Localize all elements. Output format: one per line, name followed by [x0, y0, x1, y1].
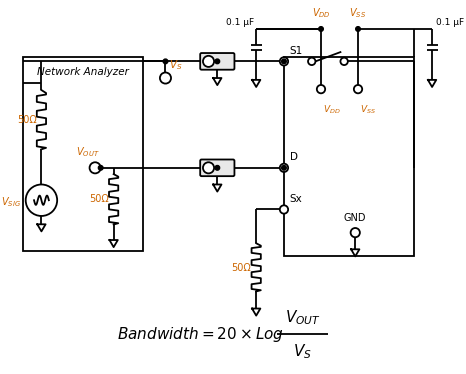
Text: S1: S1 — [289, 46, 303, 56]
Circle shape — [160, 73, 171, 83]
Circle shape — [215, 166, 219, 170]
Text: 50Ω: 50Ω — [17, 115, 36, 125]
Circle shape — [26, 184, 57, 216]
Circle shape — [280, 205, 288, 214]
Circle shape — [317, 85, 325, 93]
Bar — [284, 57, 413, 256]
Text: $V_{DD}$: $V_{DD}$ — [323, 103, 341, 116]
Circle shape — [308, 58, 315, 65]
Circle shape — [319, 27, 323, 31]
Circle shape — [281, 166, 286, 170]
Text: 50Ω: 50Ω — [232, 263, 251, 273]
Circle shape — [163, 59, 168, 64]
Text: GND: GND — [344, 214, 366, 223]
Bar — [23, 57, 143, 251]
Text: $V_S$: $V_S$ — [169, 59, 183, 73]
Circle shape — [98, 166, 103, 170]
Circle shape — [281, 59, 286, 64]
Text: 0.1 µF: 0.1 µF — [226, 18, 254, 27]
Circle shape — [280, 164, 288, 172]
Circle shape — [356, 27, 360, 31]
Circle shape — [350, 228, 360, 237]
Circle shape — [203, 56, 214, 67]
Text: Sx: Sx — [289, 194, 302, 204]
Text: D: D — [289, 152, 297, 162]
Circle shape — [354, 85, 362, 93]
FancyBboxPatch shape — [200, 159, 234, 176]
Circle shape — [341, 58, 348, 65]
Text: 0.1 µF: 0.1 µF — [436, 18, 464, 27]
Text: $\mathit{V_S}$: $\mathit{V_S}$ — [293, 342, 312, 361]
Circle shape — [203, 162, 214, 174]
Text: $V_{OUT}$: $V_{OUT}$ — [76, 145, 100, 159]
Circle shape — [280, 57, 288, 65]
Circle shape — [215, 59, 219, 64]
Text: 50Ω: 50Ω — [89, 194, 109, 204]
Text: $\mathit{Bandwidth} = 20 \times \mathit{Log}$: $\mathit{Bandwidth} = 20 \times \mathit{… — [117, 325, 284, 344]
Text: $V_{DD}$: $V_{DD}$ — [312, 6, 330, 20]
Text: Network Analyzer: Network Analyzer — [37, 67, 129, 77]
Text: $V_{SS}$: $V_{SS}$ — [360, 103, 376, 116]
Text: $V_{SIG}$: $V_{SIG}$ — [1, 195, 21, 209]
Circle shape — [89, 162, 101, 174]
Text: $V_{SS}$: $V_{SS}$ — [350, 6, 367, 20]
Text: $\mathit{V_{OUT}}$: $\mathit{V_{OUT}}$ — [285, 308, 321, 327]
FancyBboxPatch shape — [200, 53, 234, 70]
